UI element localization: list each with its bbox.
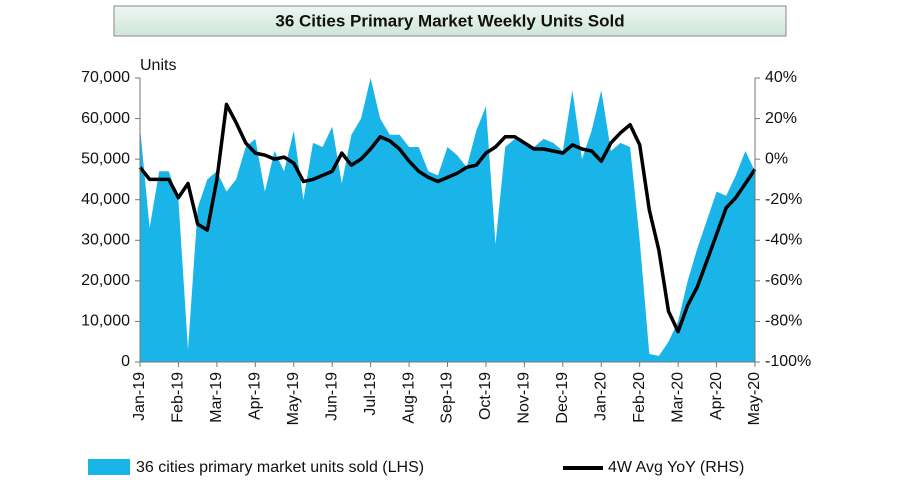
x-tick-label: May-20 bbox=[746, 372, 763, 425]
y2-tick-label: 0% bbox=[765, 150, 788, 167]
x-tick-label: Apr-20 bbox=[708, 372, 725, 420]
x-tick-label: Dec-19 bbox=[554, 372, 571, 424]
x-tick-label: Mar-20 bbox=[669, 372, 686, 423]
y-axis-label: Units bbox=[140, 57, 176, 74]
x-tick-label: Apr-19 bbox=[247, 372, 264, 420]
y2-tick-label: 20% bbox=[765, 110, 797, 127]
x-tick-label: May-19 bbox=[285, 372, 302, 425]
legend-swatch bbox=[88, 459, 130, 475]
chart-title: 36 Cities Primary Market Weekly Units So… bbox=[275, 11, 624, 30]
title-box bbox=[113, 5, 787, 37]
x-tick-label: Feb-20 bbox=[631, 372, 648, 423]
y2-tick-label: -60% bbox=[765, 272, 802, 289]
y2-tick-label: -80% bbox=[765, 313, 802, 330]
y-tick-label: 0 bbox=[121, 353, 130, 370]
y-tick-label: 70,000 bbox=[81, 69, 130, 86]
y-tick-label: 50,000 bbox=[81, 150, 130, 167]
x-tick-label: Jul-19 bbox=[362, 372, 379, 416]
x-tick-label: Jan-19 bbox=[131, 372, 148, 421]
x-tick-label: Jan-20 bbox=[592, 372, 609, 421]
legend-label: 36 cities primary market units sold (LHS… bbox=[136, 459, 424, 476]
y2-tick-label: -20% bbox=[765, 191, 802, 208]
x-tick-label: Mar-19 bbox=[208, 372, 225, 423]
y-tick-label: 60,000 bbox=[81, 110, 130, 127]
area bbox=[140, 78, 755, 362]
x-tick-label: Feb-19 bbox=[170, 372, 187, 423]
x-tick-label: Oct-19 bbox=[477, 372, 494, 420]
y-tick-label: 20,000 bbox=[81, 272, 130, 289]
x-tick-label: Sep-19 bbox=[439, 372, 456, 424]
y-tick-label: 10,000 bbox=[81, 313, 130, 330]
y2-tick-label: -40% bbox=[765, 232, 802, 249]
x-tick-label: Jun-19 bbox=[323, 372, 340, 421]
x-tick-label: Aug-19 bbox=[400, 372, 417, 424]
y2-tick-label: -100% bbox=[765, 353, 811, 370]
x-tick-label: Nov-19 bbox=[516, 372, 533, 424]
legend-label: 4W Avg YoY (RHS) bbox=[608, 459, 744, 476]
line bbox=[138, 102, 757, 334]
y-tick-label: 40,000 bbox=[81, 191, 130, 208]
y2-tick-label: 40% bbox=[765, 69, 797, 86]
y-tick-label: 30,000 bbox=[81, 232, 130, 249]
